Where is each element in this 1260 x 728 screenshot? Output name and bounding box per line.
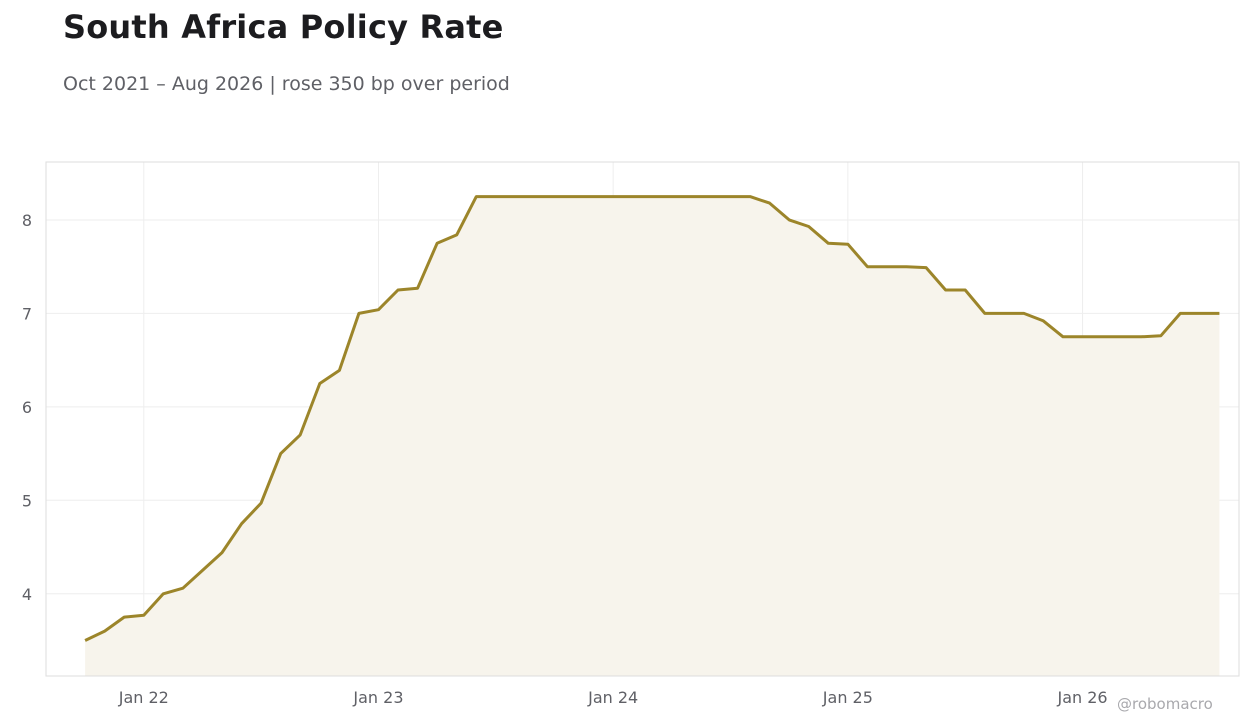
chart-subtitle: Oct 2021 – Aug 2026 | rose 350 bp over p… bbox=[63, 73, 510, 95]
rate-area-fill bbox=[85, 196, 1220, 676]
x-tick-label: Jan 25 bbox=[822, 688, 873, 707]
y-tick-label: 7 bbox=[22, 304, 32, 323]
plot-frame bbox=[45, 161, 1240, 677]
source-credit: @robomacro bbox=[1117, 695, 1213, 713]
chart-title: South Africa Policy Rate bbox=[63, 8, 504, 46]
x-tick-label: Jan 23 bbox=[352, 688, 403, 707]
x-tick-label: Jan 22 bbox=[118, 688, 169, 707]
y-tick-label: 4 bbox=[22, 585, 32, 604]
y-tick-label: 8 bbox=[22, 211, 32, 230]
x-tick-label: Jan 24 bbox=[587, 688, 638, 707]
x-tick-label: Jan 26 bbox=[1056, 688, 1107, 707]
tick-labels: 4 5 6 7 8 Jan 22 Jan 23 Jan 24 Jan 25 Jan 26 bbox=[22, 211, 1108, 707]
rate-series-line bbox=[84, 195, 1220, 642]
y-tick-label: 6 bbox=[22, 398, 32, 417]
y-tick-label: 5 bbox=[22, 491, 32, 510]
